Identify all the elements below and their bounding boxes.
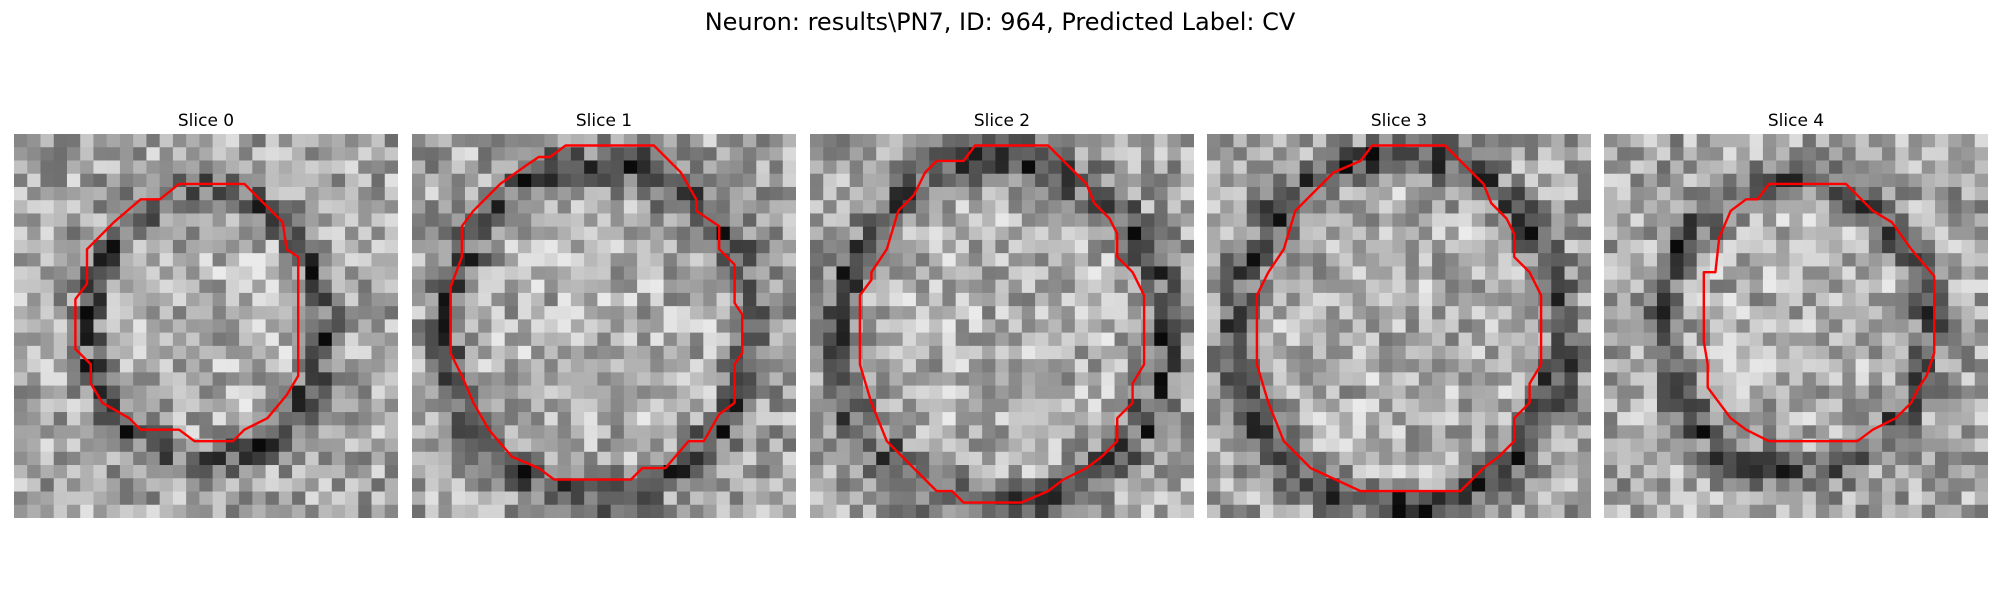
neuron-contour <box>1702 182 1936 443</box>
slice-title: Slice 2 <box>973 111 1031 131</box>
slice-title: Slice 3 <box>1370 111 1428 131</box>
microscopy-slice-image <box>1604 134 1988 518</box>
slice-panel-0: Slice 0 <box>14 108 398 518</box>
slice-panel-2: Slice 2 <box>810 108 1194 518</box>
microscopy-slice-image <box>810 134 1194 518</box>
slice-panel-4: Slice 4 <box>1604 108 1988 518</box>
neuron-contour <box>1255 144 1543 493</box>
microscopy-slice-image <box>14 134 398 518</box>
neuron-contour <box>858 144 1146 504</box>
slice-panel-3: Slice 3 <box>1207 108 1591 518</box>
slice-panel-1: Slice 1 <box>412 108 796 518</box>
slice-title: Slice 4 <box>1767 111 1825 131</box>
slice-title: Slice 1 <box>575 111 633 131</box>
figure-title: Neuron: results\PN7, ID: 964, Predicted … <box>704 8 1296 36</box>
neuron-contour <box>74 182 300 443</box>
microscopy-slice-image <box>412 134 796 518</box>
slice-title: Slice 0 <box>177 111 235 131</box>
grayscale-texture <box>1207 134 1591 518</box>
microscopy-slice-image <box>1207 134 1591 518</box>
grayscale-texture <box>412 134 796 518</box>
grayscale-texture <box>14 134 398 518</box>
neuron-contour <box>449 144 744 481</box>
grayscale-texture <box>810 134 1194 518</box>
grayscale-texture <box>1604 134 1988 518</box>
